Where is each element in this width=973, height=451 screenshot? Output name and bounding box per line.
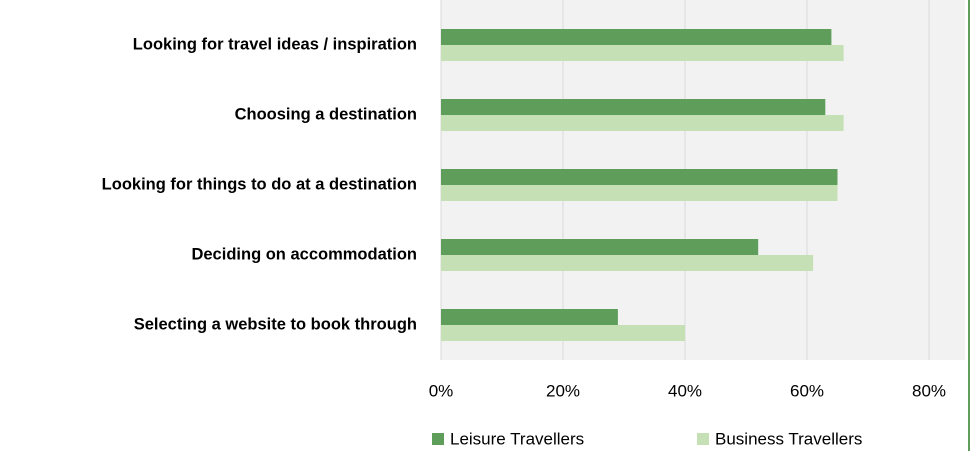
bar <box>441 29 832 45</box>
bar <box>441 325 685 341</box>
bar <box>441 99 826 115</box>
bar <box>441 169 838 185</box>
x-tick-label: 60% <box>790 381 824 400</box>
bar <box>441 309 618 325</box>
x-tick-label: 0% <box>429 381 454 400</box>
bar <box>441 45 844 61</box>
bar <box>441 185 838 201</box>
category-label: Looking for travel ideas / inspiration <box>133 35 417 53</box>
category-label: Deciding on accommodation <box>191 245 417 263</box>
category-label: Selecting a website to book through <box>134 315 417 333</box>
x-tick-label: 80% <box>912 381 946 400</box>
x-tick-label: 40% <box>668 381 702 400</box>
category-label: Choosing a destination <box>235 105 417 123</box>
x-tick-label: 20% <box>546 381 580 400</box>
legend-swatch <box>697 433 709 445</box>
legend-swatch <box>432 433 444 445</box>
bar <box>441 255 814 271</box>
category-label: Looking for things to do at a destinatio… <box>102 175 417 193</box>
bar <box>441 239 759 255</box>
legend-label: Business Travellers <box>715 429 862 448</box>
bar <box>441 115 844 131</box>
legend-label: Leisure Travellers <box>450 429 584 448</box>
